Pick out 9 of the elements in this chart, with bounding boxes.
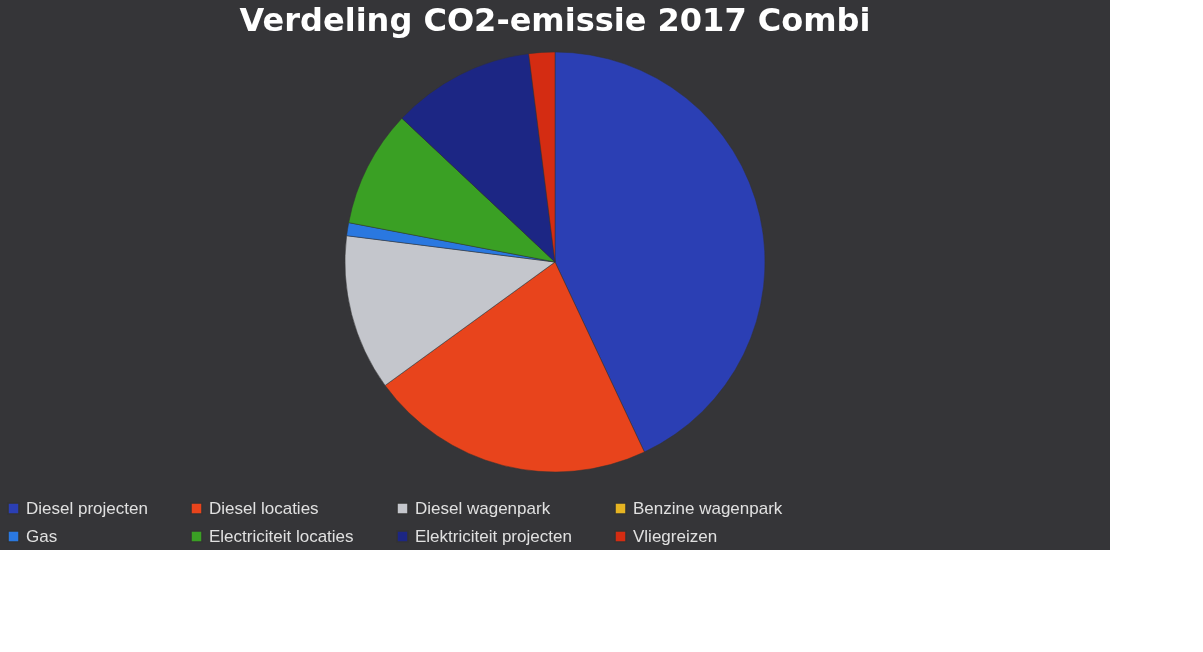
legend-label: Diesel projecten <box>26 498 148 518</box>
legend-label: Vliegreizen <box>633 526 718 546</box>
legend-label: Gas <box>26 526 58 546</box>
legend-label: Diesel wagenpark <box>415 498 551 518</box>
legend-label: Diesel locaties <box>209 498 319 518</box>
legend-label: Electriciteit locaties <box>209 526 354 546</box>
chart-title: Verdeling CO2-emissie 2017 Combi <box>239 1 871 39</box>
legend-label: Elektriciteit projecten <box>415 526 572 546</box>
legend-label: Benzine wagenpark <box>633 498 783 518</box>
